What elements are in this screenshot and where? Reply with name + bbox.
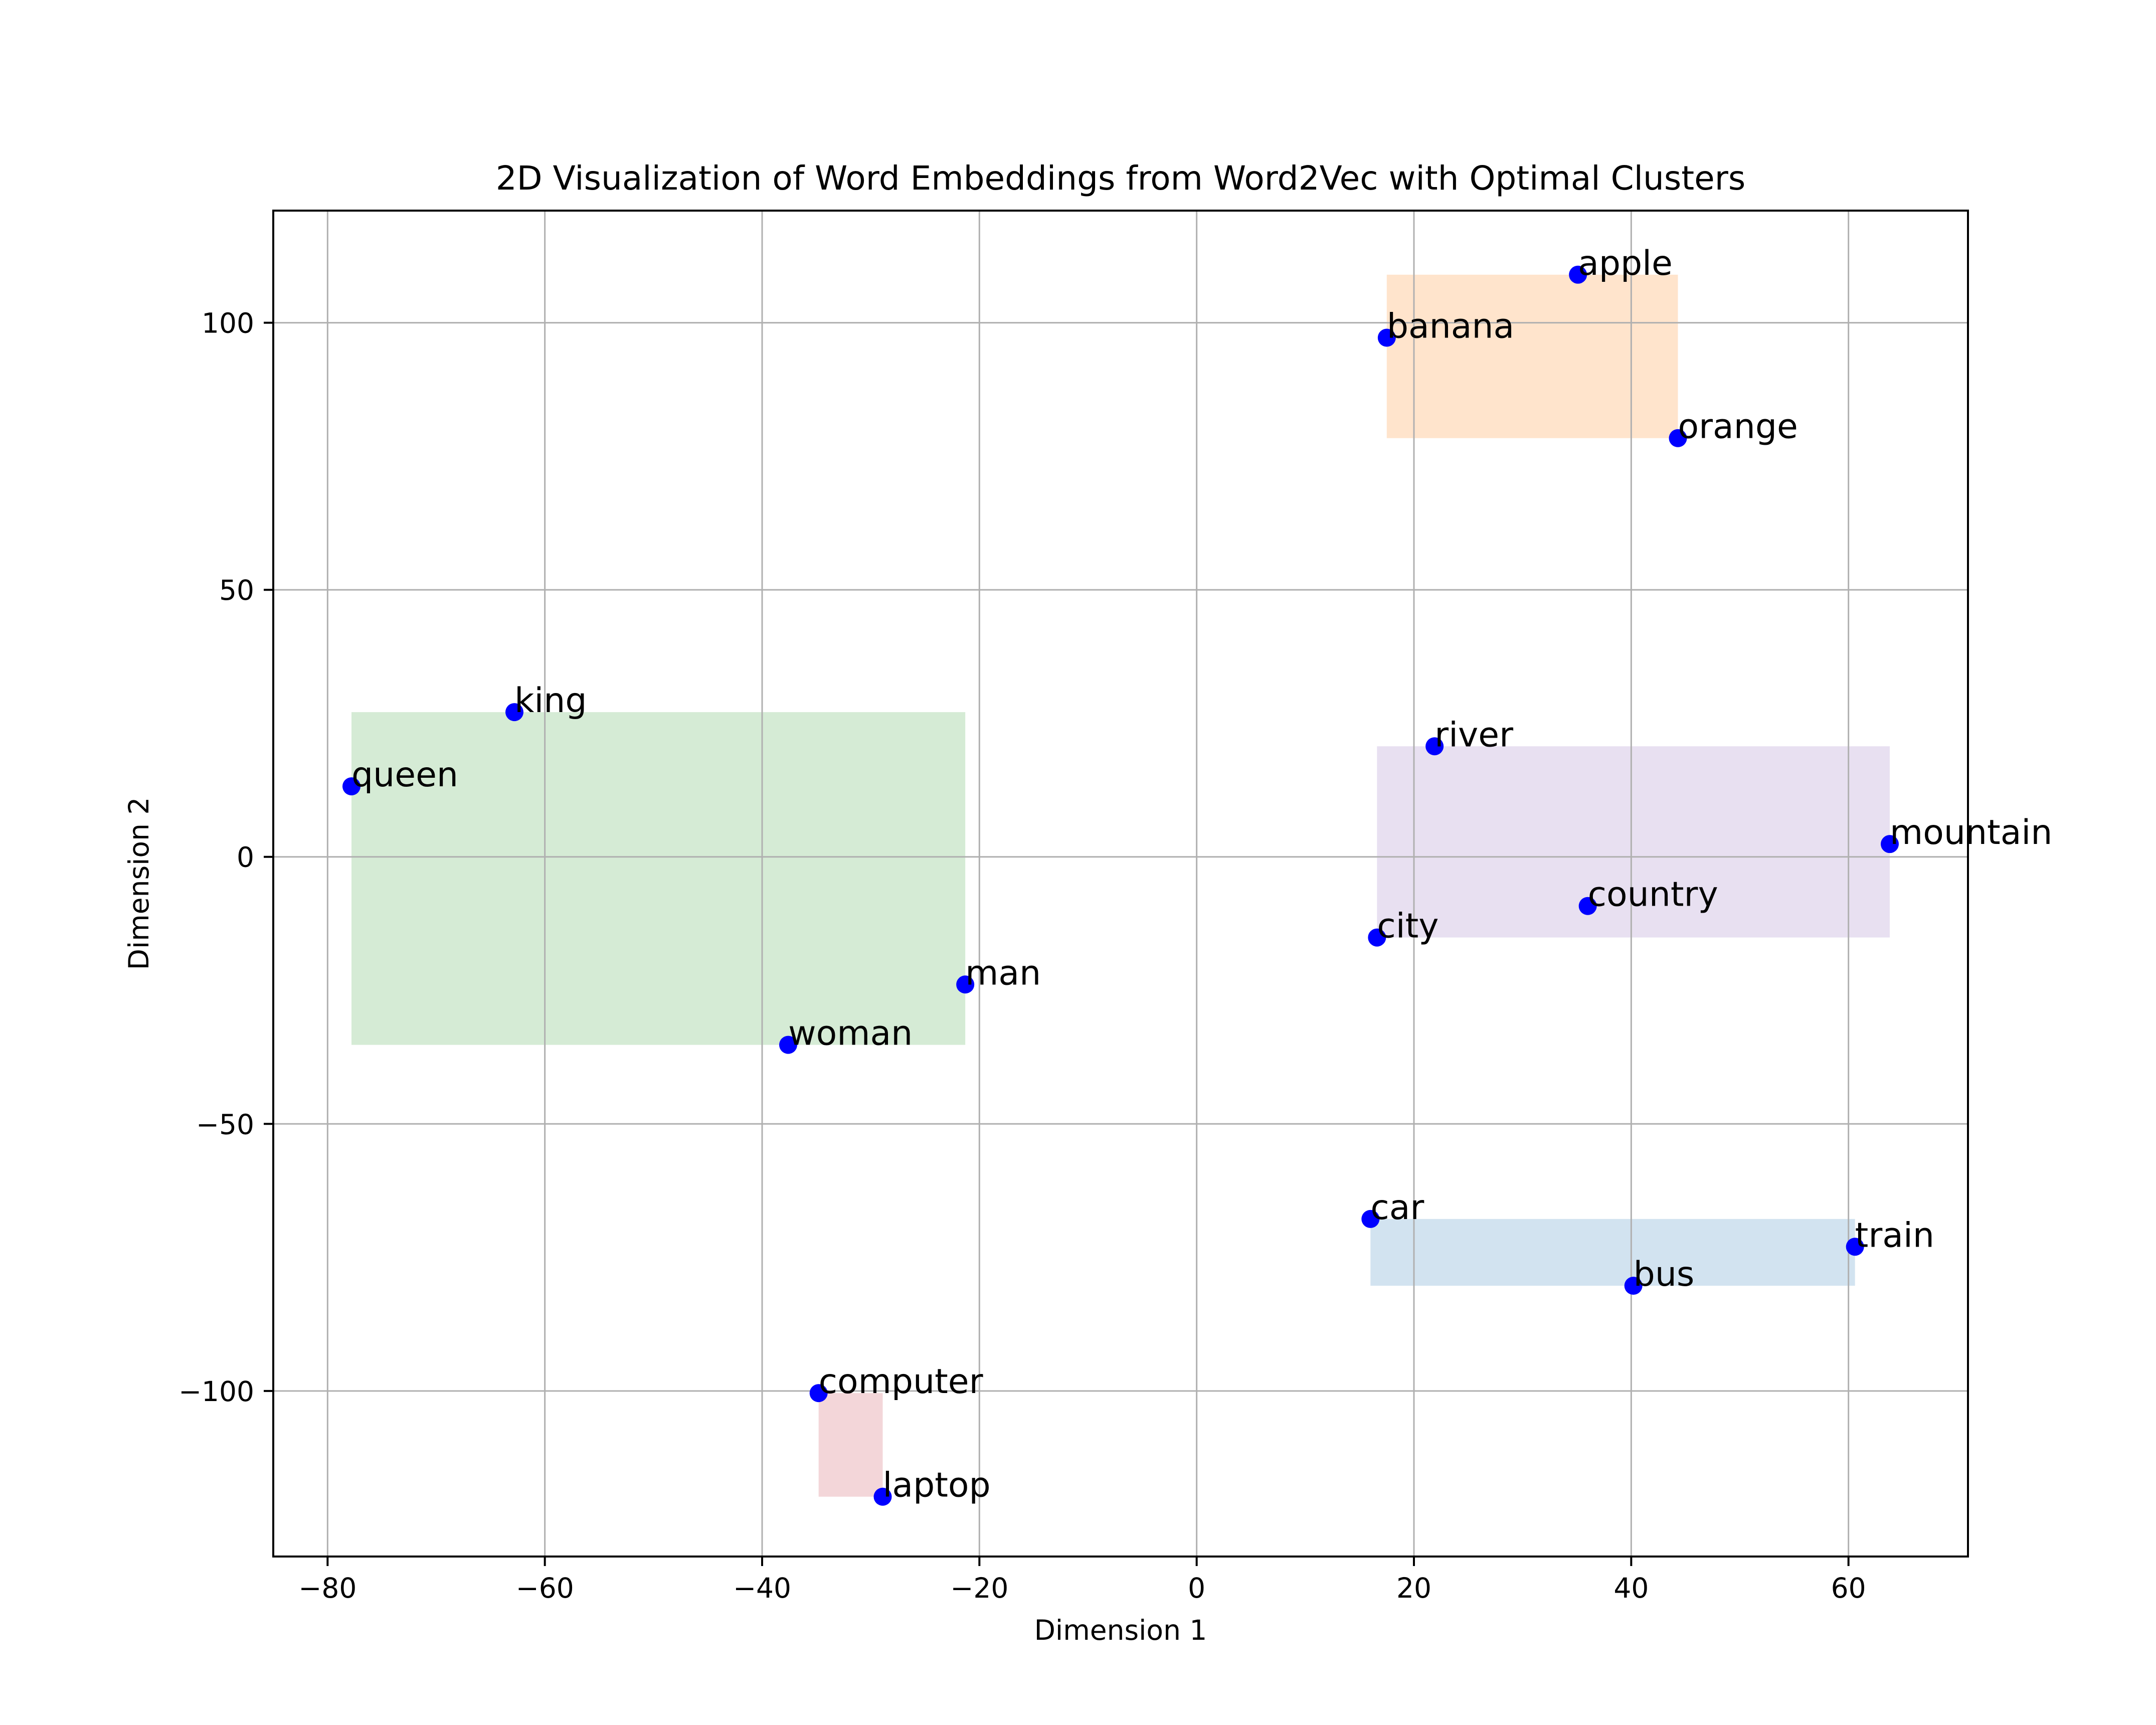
point-banana [1377,328,1396,347]
y-tick-label: −100 [178,1375,254,1408]
point-country [1578,897,1597,915]
x-tick-label: 20 [1396,1572,1431,1604]
point-bus [1624,1277,1643,1295]
cluster-region-2 [1377,746,1890,938]
x-tick-label: 40 [1613,1572,1649,1604]
point-label-queen: queen [351,755,458,795]
data-points [342,265,1899,1506]
x-tick-label: −80 [298,1572,356,1604]
point-laptop [873,1487,892,1506]
point-label-apple: apple [1578,244,1673,283]
x-axis-label: Dimension 1 [1034,1614,1207,1646]
y-tick-label: 50 [219,574,254,606]
axis-ticks: −80 −60 −40 −20 0 20 40 60 −100 −50 0 50 100 [178,307,1866,1604]
cluster-region-0 [1386,274,1678,438]
cluster-region-4 [818,1393,883,1497]
point-king [505,703,523,722]
point-label-city: city [1377,907,1439,946]
x-tick-label: 60 [1831,1572,1866,1604]
point-label-car: car [1370,1188,1424,1228]
y-tick-label: −50 [196,1108,254,1140]
point-label-computer: computer [819,1362,983,1402]
point-mountain [1881,835,1899,853]
grid-lines [273,211,1968,1557]
y-axis-label: Dimension 2 [123,797,155,970]
point-labels: apple banana orange king queen man woman river m… [351,244,2052,1505]
y-tick-label: 100 [202,307,254,339]
chart-title: 2D Visualization of Word Embeddings from… [496,159,1745,198]
point-label-laptop: laptop [883,1466,991,1505]
point-label-bus: bus [1634,1255,1695,1294]
point-label-man: man [965,953,1041,993]
point-label-mountain: mountain [1890,813,2052,852]
cluster-region-3 [1370,1219,1855,1286]
plot-area-frame [272,210,1969,1558]
point-woman [779,1036,797,1054]
x-tick-label: −40 [733,1572,791,1604]
y-tick-label: 0 [237,841,254,874]
cluster-regions [351,274,1890,1497]
x-tick-label: −60 [516,1572,574,1604]
x-tick-label: 0 [1188,1572,1205,1604]
point-label-banana: banana [1387,306,1514,346]
point-city [1368,928,1386,947]
point-label-river: river [1434,715,1513,755]
point-label-train: train [1855,1216,1934,1255]
x-tick-label: −20 [950,1572,1008,1604]
point-queen [342,777,361,796]
point-computer [809,1384,828,1403]
point-car [1361,1210,1380,1228]
point-orange [1669,429,1687,447]
point-label-orange: orange [1678,407,1798,447]
point-label-woman: woman [788,1014,913,1054]
point-label-country: country [1588,875,1718,915]
point-river [1425,737,1444,756]
point-man [956,975,975,994]
point-label-king: king [514,681,587,721]
point-apple [1569,265,1587,284]
point-train [1846,1238,1864,1256]
cluster-region-1 [351,712,966,1045]
